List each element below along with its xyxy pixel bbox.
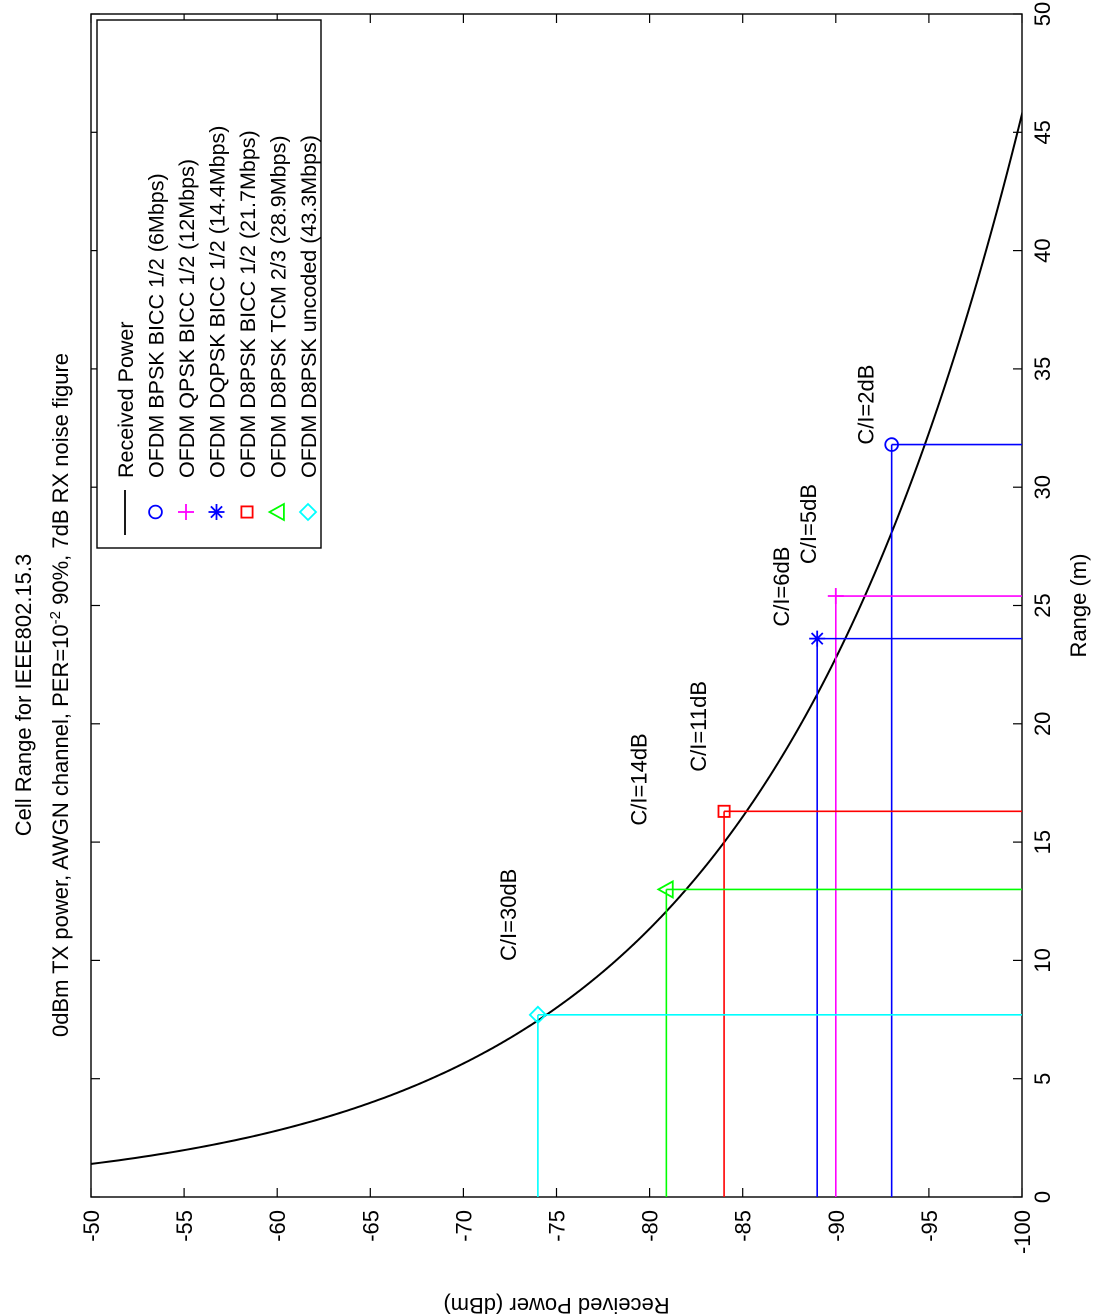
y-tick-label: -80 xyxy=(638,1210,663,1242)
x-axis-label: Range (m) xyxy=(1066,554,1091,658)
legend-label: OFDM D8PSK BICC 1/2 (21.7Mbps) xyxy=(236,130,260,478)
y-tick-label: -65 xyxy=(358,1210,383,1242)
y-tick-label: -50 xyxy=(79,1210,104,1242)
legend-marker-swatch xyxy=(298,502,318,522)
legend-marker-swatch xyxy=(148,504,163,520)
x-tick-label: 40 xyxy=(1030,238,1055,262)
legend-item: Received Power xyxy=(114,321,138,535)
legend-item: OFDM QPSK BICC 1/2 (12Mbps) xyxy=(175,159,199,520)
data-marker xyxy=(809,630,826,647)
chart-title: Cell Range for IEEE802.15.3 xyxy=(11,554,36,837)
legend-item: OFDM D8PSK TCM 2/3 (28.9Mbps) xyxy=(267,136,291,522)
y-tick-label: -95 xyxy=(917,1210,942,1242)
y-tick-label: -75 xyxy=(545,1210,570,1242)
legend-marker-swatch xyxy=(208,504,225,520)
x-tick-label: 45 xyxy=(1030,120,1055,144)
x-tick-label: 35 xyxy=(1030,357,1055,381)
legend-marker-swatch xyxy=(267,502,285,522)
legend-marker-swatch xyxy=(178,504,194,520)
y-tick-label: -55 xyxy=(172,1210,197,1242)
y-tick-label: -90 xyxy=(824,1210,849,1242)
y-tick-label: -85 xyxy=(731,1210,756,1242)
legend-label: OFDM D8PSK TCM 2/3 (28.9Mbps) xyxy=(267,136,291,479)
x-tick-label: 10 xyxy=(1030,948,1055,972)
ci-annotation: C/I=11dB xyxy=(686,681,711,772)
legend: Received Power OFDM BPSK BICC 1/2 (6Mbps)… xyxy=(96,19,322,549)
y-tick-label: -70 xyxy=(451,1210,476,1242)
legend-label: OFDM D8PSK uncoded (43.3Mbps) xyxy=(297,135,321,478)
ci-annotation: C/I=5dB xyxy=(796,484,821,564)
legend-label: OFDM QPSK BICC 1/2 (12Mbps) xyxy=(175,159,199,478)
chart-subtitle: 0dBm TX power, AWGN channel, PER=10-2 90… xyxy=(47,353,74,1037)
legend-label: OFDM BPSK BICC 1/2 (6Mbps) xyxy=(145,173,169,478)
data-marker xyxy=(884,437,899,452)
y-tick-label: -60 xyxy=(265,1210,290,1242)
legend-item: OFDM DQPSK BICC 1/2 (14.4Mbps) xyxy=(206,126,230,520)
y-tick-label: -100 xyxy=(1010,1210,1035,1254)
ci-annotation: C/I=2dB xyxy=(854,365,879,445)
x-tick-label: 0 xyxy=(1030,1191,1055,1203)
ci-annotation: C/I=6dB xyxy=(769,547,794,627)
data-marker xyxy=(827,588,844,605)
x-tick-label: 50 xyxy=(1030,2,1055,26)
y-axis-label: Received Power (dBm) xyxy=(443,1293,669,1315)
received-power-curve xyxy=(91,109,1022,1165)
legend-box xyxy=(96,19,322,549)
legend-item: OFDM D8PSK BICC 1/2 (21.7Mbps) xyxy=(236,130,260,519)
legend-label: OFDM DQPSK BICC 1/2 (14.4Mbps) xyxy=(206,126,230,478)
x-tick-label: 15 xyxy=(1030,830,1055,854)
legend-item: OFDM BPSK BICC 1/2 (6Mbps) xyxy=(145,173,169,520)
legend-item: OFDM D8PSK uncoded (43.3Mbps) xyxy=(297,135,321,522)
x-tick-label: 20 xyxy=(1030,712,1055,736)
ci-annotation: C/I=14dB xyxy=(626,733,651,825)
data-marker xyxy=(656,879,674,899)
legend-marker-swatch xyxy=(240,505,254,519)
x-tick-label: 25 xyxy=(1030,593,1055,617)
x-tick-label: 30 xyxy=(1030,475,1055,499)
x-tick-label: 5 xyxy=(1030,1073,1055,1085)
data-marker xyxy=(528,1005,548,1025)
ci-annotation: C/I=30dB xyxy=(496,869,521,961)
legend-label: Received Power xyxy=(114,321,138,478)
data-marker xyxy=(717,804,731,818)
